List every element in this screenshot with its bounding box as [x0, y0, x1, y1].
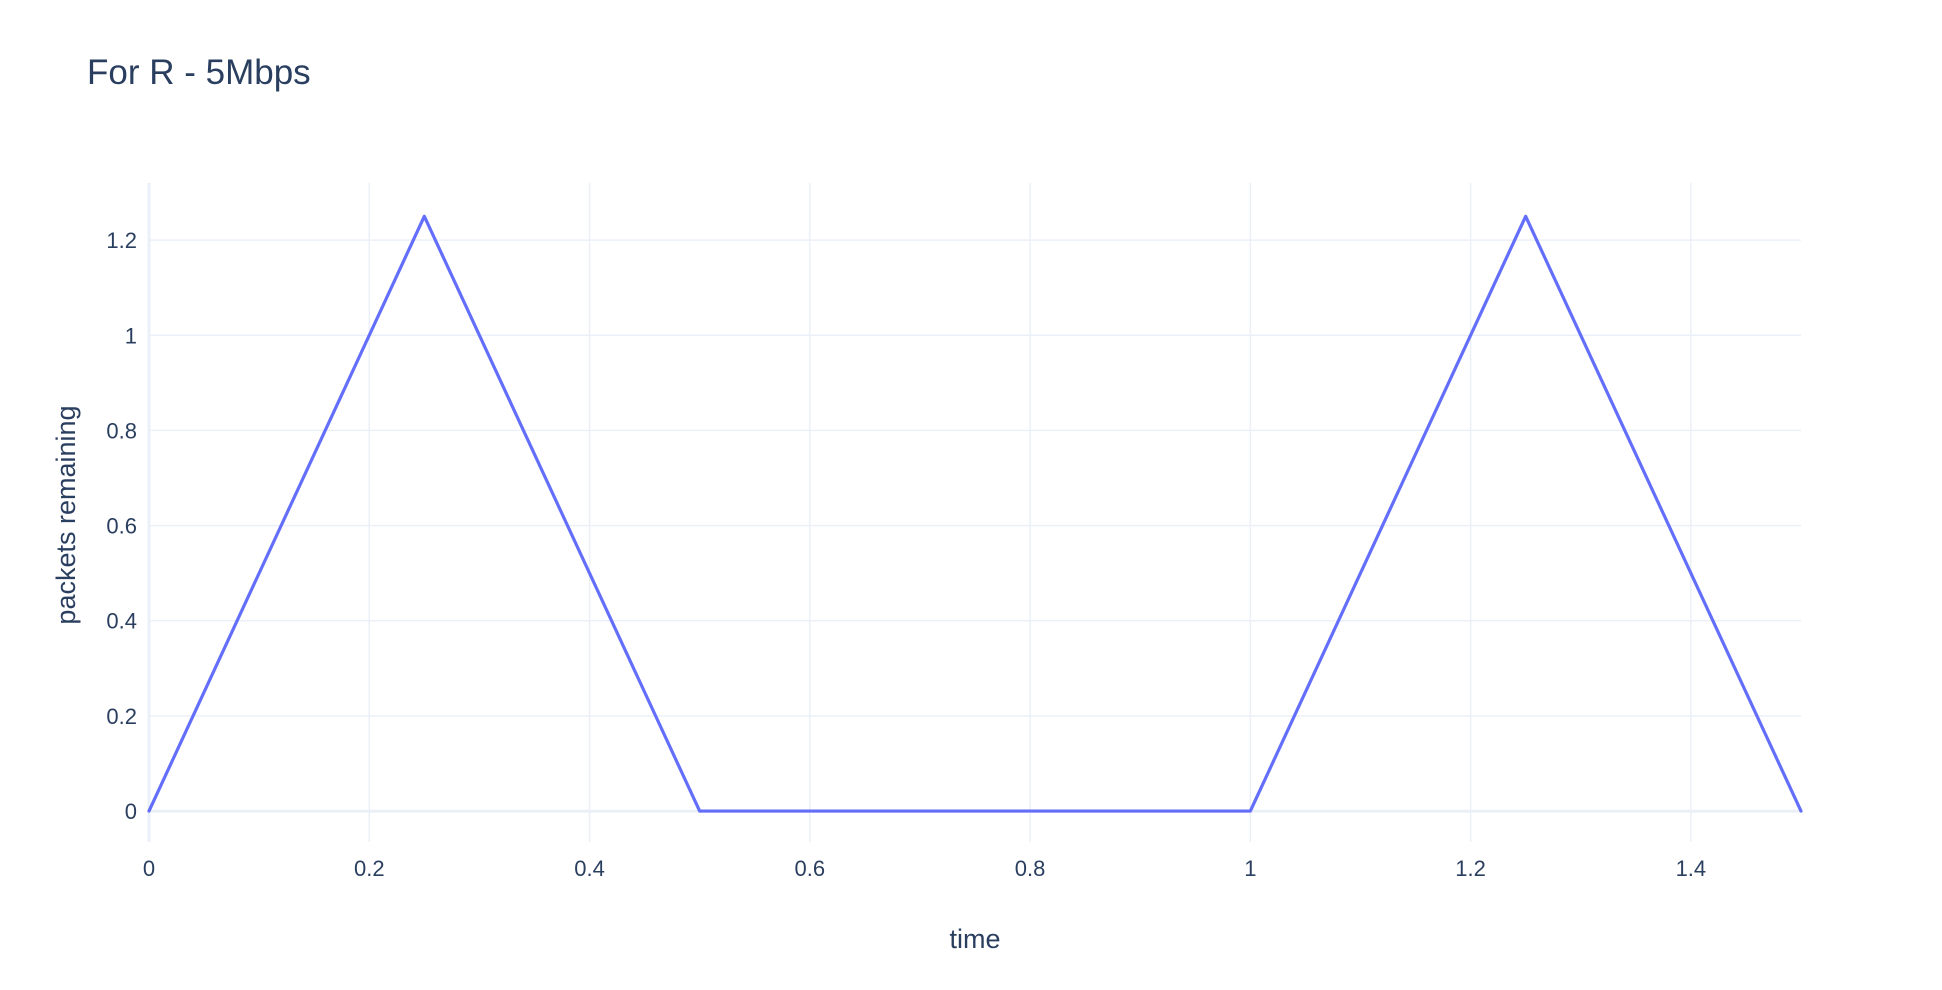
x-tick-label: 0.4 [574, 856, 605, 881]
x-tick-label: 0.2 [354, 856, 385, 881]
series-layer [147, 214, 1803, 813]
x-tick-label: 0.6 [795, 856, 826, 881]
y-tick-label: 0 [125, 799, 137, 824]
x-axis-title: time [949, 924, 1000, 954]
y-axis-title: packets remaining [51, 405, 81, 624]
x-tick-label: 1 [1244, 856, 1256, 881]
y-tick-label: 1 [125, 323, 137, 348]
x-tick-label: 1.4 [1676, 856, 1707, 881]
y-tick-label: 0.6 [106, 514, 137, 539]
x-axis-ticks: 0 0.2 0.4 0.6 0.8 1 1.2 1.4 [143, 856, 1706, 881]
y-tick-label: 0.2 [106, 704, 137, 729]
y-axis-ticks: 0 0.2 0.4 0.6 0.8 1 1.2 [106, 228, 137, 824]
x-tick-label: 0.8 [1015, 856, 1046, 881]
x-tick-label: 0 [143, 856, 155, 881]
y-tick-label: 0.4 [106, 609, 137, 634]
y-tick-label: 1.2 [106, 228, 137, 253]
x-tick-label: 1.2 [1455, 856, 1486, 881]
y-tick-label: 0.8 [106, 418, 137, 443]
chart-title: For R - 5Mbps [87, 53, 311, 92]
series-line [147, 214, 1803, 813]
grid-lines [149, 183, 1801, 842]
